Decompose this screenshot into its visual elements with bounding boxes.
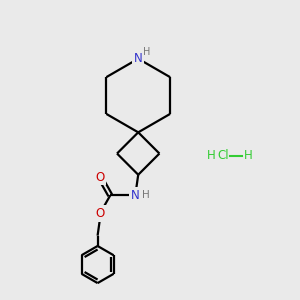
Text: O: O xyxy=(95,207,105,220)
Text: O: O xyxy=(95,171,105,184)
Text: H: H xyxy=(143,47,150,57)
Text: H: H xyxy=(142,190,149,200)
Text: N: N xyxy=(131,189,140,202)
Text: N: N xyxy=(134,52,142,65)
Text: H: H xyxy=(207,149,216,162)
Text: Cl: Cl xyxy=(218,149,230,162)
Text: H: H xyxy=(244,149,253,162)
